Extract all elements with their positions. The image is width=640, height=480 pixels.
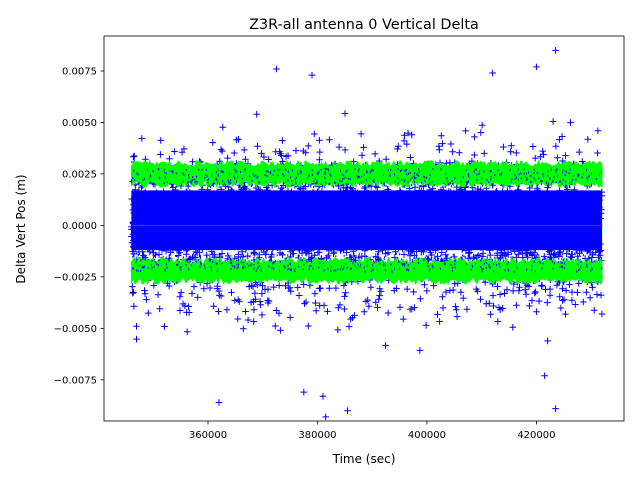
outlier-point	[300, 388, 308, 396]
x-tick-label: 360000	[189, 430, 227, 441]
y-tick-label: 0.0025	[62, 169, 97, 180]
outlier-point	[319, 392, 327, 400]
outlier-point	[533, 63, 540, 71]
outlier-point	[552, 47, 559, 54]
y-axis-label: Delta Vert Pos (m)	[14, 174, 28, 283]
outlier-point	[541, 372, 548, 380]
outlier-point	[273, 65, 280, 73]
y-tick-label: 0.0075	[62, 67, 97, 78]
outlier-point	[308, 71, 316, 79]
band-edge-noise	[131, 167, 603, 273]
y-tick-label: −0.0050	[54, 324, 97, 335]
x-tick-label: 420000	[517, 430, 555, 441]
x-tick-label: 380000	[298, 430, 336, 441]
plot-area	[128, 47, 606, 421]
outlier-point	[489, 69, 496, 77]
y-tick-label: 0.0050	[62, 118, 97, 129]
outlier-point	[344, 407, 351, 415]
chart-title: Z3R-all antenna 0 Vertical Delta	[249, 17, 479, 33]
axes: 360000 380000 400000 420000 −0.0075 −0.0050 −0…	[54, 35, 625, 441]
x-axis-label: Time (sec)	[332, 452, 396, 466]
y-tick-label: −0.0075	[54, 375, 97, 386]
outlier-point	[552, 405, 559, 412]
outlier-point	[215, 399, 223, 406]
y-tick-label: −0.0025	[54, 272, 97, 283]
y-tick-label: 0.0000	[62, 221, 97, 232]
dense-sample-band	[131, 190, 603, 251]
axes-frame	[103, 35, 625, 422]
upper-envelope	[131, 159, 603, 189]
outlier-point	[322, 413, 329, 421]
x-tick-label: 400000	[408, 430, 446, 441]
